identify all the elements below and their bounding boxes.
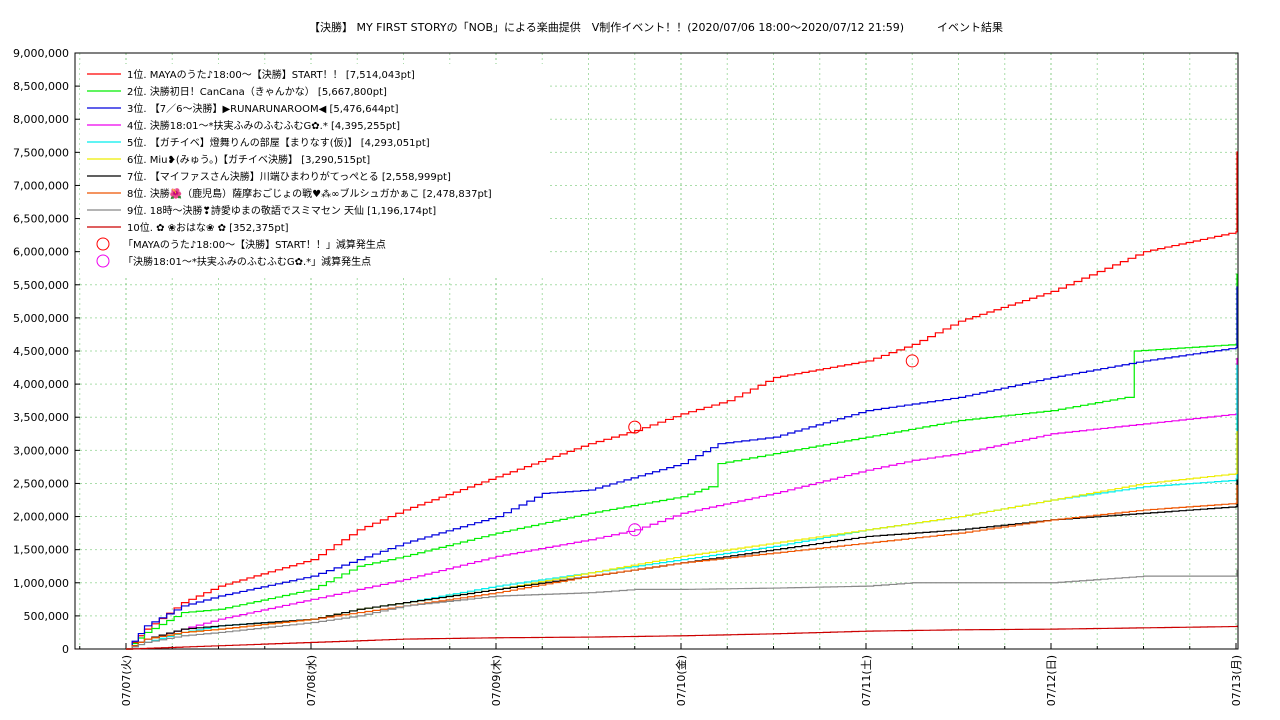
series-line bbox=[126, 273, 1238, 650]
legend-label: 3位. 【7／6〜決勝】▶RUNARUNAROOM◀ [5,476,644pt] bbox=[127, 102, 399, 115]
y-tick-label: 4,500,000 bbox=[13, 345, 69, 358]
grid-lines bbox=[75, 53, 1238, 649]
y-tick-label: 5,500,000 bbox=[13, 279, 69, 292]
y-tick-label: 2,000,000 bbox=[13, 511, 69, 524]
y-tick-label: 3,500,000 bbox=[13, 411, 69, 424]
legend-label: 2位. 決勝初日！CanCana（きゃんかな） [5,667,800pt] bbox=[127, 85, 387, 98]
y-tick-label: 6,500,000 bbox=[13, 213, 69, 226]
y-tick-label: 8,500,000 bbox=[13, 80, 69, 93]
legend-label: 「決勝18:01〜*扶実ふみのふむふむG✿.*」減算発生点 bbox=[123, 255, 371, 268]
y-tick-label: 4,000,000 bbox=[13, 378, 69, 391]
y-tick-label: 9,000,000 bbox=[13, 47, 69, 60]
series-line bbox=[126, 484, 1238, 650]
x-tick-label: 07/09(木) bbox=[490, 655, 503, 706]
legend-marker bbox=[96, 254, 110, 268]
legend-label: 7位. 【マイファスさん決勝】川端ひまわりがてっぺとる [2,558,999pt… bbox=[127, 170, 451, 183]
legend-label: 1位. MAYAのうた♪18:00〜【決勝】START！！ [7,514,043… bbox=[127, 68, 415, 81]
legend-label: 10位. ✿ ❀おはな❀ ✿ [352,375pt] bbox=[127, 221, 289, 234]
legend-label: 6位. Miu❥(みゅう。)【ガチイベ決勝】 [3,290,515pt] bbox=[127, 153, 370, 166]
legend-marker bbox=[96, 237, 110, 251]
legend: 1位. MAYAのうた♪18:00〜【決勝】START！！ [7,514,043… bbox=[87, 68, 492, 268]
deduction-marker bbox=[628, 420, 642, 434]
deduction-markers bbox=[628, 354, 919, 537]
y-tick-label: 8,000,000 bbox=[13, 113, 69, 126]
legend-label: 9位. 18時〜決勝❣詩愛ゆまの敬語でスミマセン 天仙 [1,196,174pt… bbox=[127, 204, 436, 217]
y-tick-label: 1,500,000 bbox=[13, 544, 69, 557]
y-tick-label: 6,000,000 bbox=[13, 246, 69, 259]
y-tick-label: 0 bbox=[62, 643, 69, 656]
y-tick-label: 500,000 bbox=[24, 610, 70, 623]
chart-title: 【決勝】 MY FIRST STORYの「NOB」による楽曲提供 V制作イベント… bbox=[309, 20, 1003, 34]
y-tick-label: 5,000,000 bbox=[13, 312, 69, 325]
legend-label: 8位. 決勝🌺（鹿児島）薩摩おごじょの戦♥⁂∞ブルシュガかぁこ [2,478,8… bbox=[127, 187, 492, 200]
y-tick-label: 3,000,000 bbox=[13, 444, 69, 457]
x-tick-label: 07/08(水) bbox=[305, 655, 318, 706]
series-line bbox=[126, 364, 1238, 650]
legend-label: 5位. 【ガチイベ】燈舞りんの部屋【まりなす(仮)】 [4,293,051pt] bbox=[127, 136, 430, 149]
x-tick-label: 07/13(月) bbox=[1230, 655, 1243, 706]
deduction-marker bbox=[905, 354, 919, 368]
legend-label: 「MAYAのうた♪18:00〜【決勝】START！！」減算発生点 bbox=[123, 238, 386, 251]
legend-box bbox=[80, 64, 550, 276]
x-tick-label: 07/07(火) bbox=[120, 655, 133, 706]
series-line bbox=[126, 625, 1238, 650]
x-tick-label: 07/12(日) bbox=[1045, 655, 1058, 706]
y-tick-label: 7,000,000 bbox=[13, 179, 69, 192]
y-tick-label: 1,000,000 bbox=[13, 577, 69, 590]
series-lines bbox=[126, 151, 1238, 650]
x-tick-label: 07/10(金) bbox=[674, 655, 688, 706]
deduction-marker bbox=[628, 523, 642, 537]
x-axis-ticks: 07/07(火) 07/08(水) 07/09(木) 07/10(金) 07/11(土)… bbox=[79, 643, 1243, 706]
series-line bbox=[126, 286, 1238, 650]
series-line bbox=[126, 357, 1238, 650]
series-line bbox=[126, 569, 1238, 650]
x-tick-label: 07/11(土) bbox=[860, 655, 873, 706]
legend-label: 4位. 決勝18:01〜*扶実ふみのふむふむG✿.* [4,395,255pt] bbox=[127, 119, 400, 132]
y-axis-ticks: 9,000,000 8,500,000 8,000,000 7,500,000 7,00… bbox=[13, 47, 80, 656]
y-tick-label: 7,500,000 bbox=[13, 146, 69, 159]
series-line bbox=[126, 151, 1238, 650]
y-tick-label: 2,500,000 bbox=[13, 477, 69, 490]
